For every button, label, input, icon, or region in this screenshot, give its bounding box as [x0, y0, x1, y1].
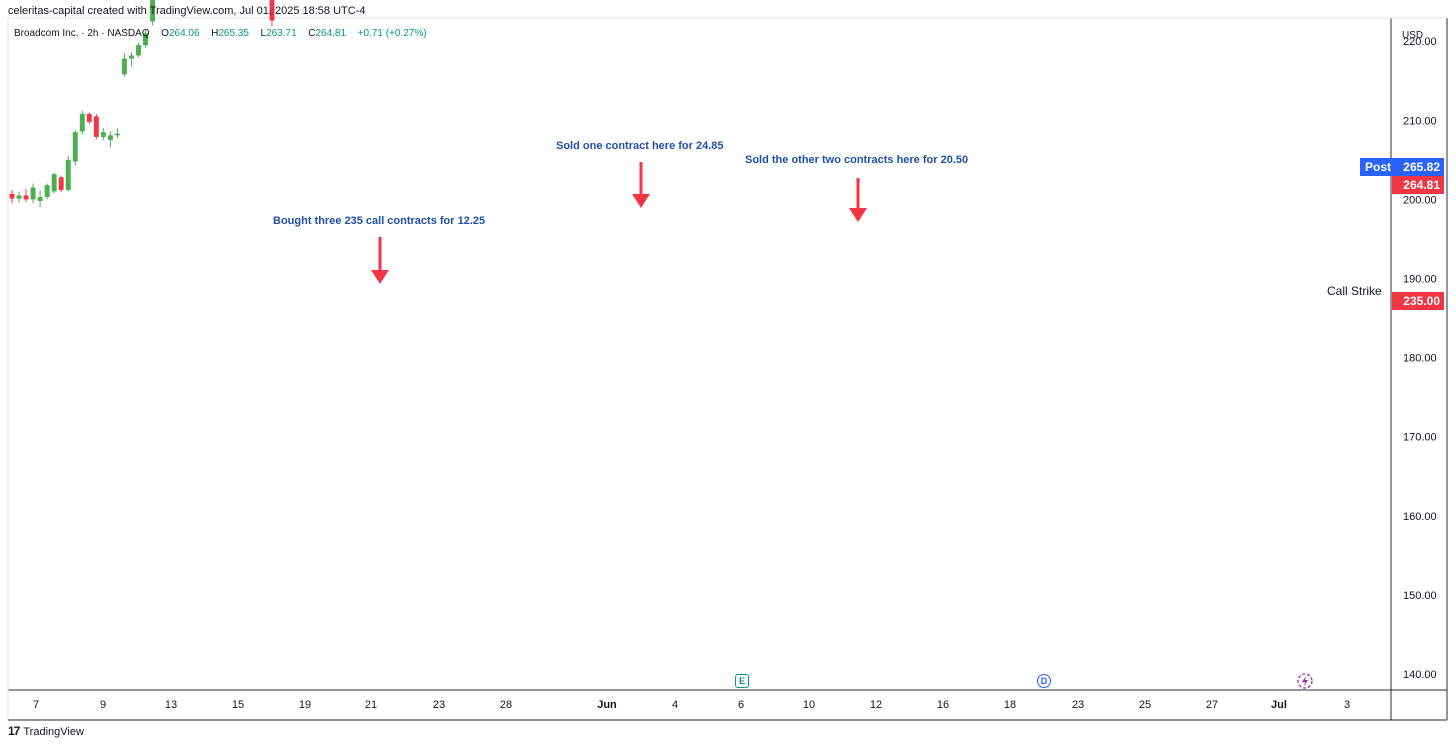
close-value: 264.81	[315, 28, 347, 39]
x-tick-label: 23	[1072, 699, 1084, 711]
strike-price-tag: 235.00	[1392, 292, 1444, 310]
y-tick-label: 160.00	[1403, 511, 1437, 523]
candle-body	[136, 45, 141, 56]
candle-body	[72, 132, 78, 162]
candle-body	[23, 195, 29, 200]
sell-one-arrow-head	[632, 194, 650, 208]
candle-body	[121, 58, 127, 75]
sell-two-arrow-head	[849, 208, 867, 222]
x-tick-label: Jun	[597, 699, 617, 711]
y-tick-label: 220.00	[1403, 36, 1437, 48]
y-tick-label: 190.00	[1403, 274, 1437, 286]
candle-body	[107, 135, 113, 141]
chart-attribution: celeritas-capital created with TradingVi…	[8, 5, 366, 17]
x-tick-label: Jul	[1271, 699, 1287, 711]
x-tick-label: 25	[1139, 699, 1151, 711]
symbol-legend: Broadcom Inc. · 2h · NASDAQ O264.06 H265…	[14, 28, 427, 39]
x-tick-label: 4	[672, 699, 678, 711]
candle-body	[65, 159, 71, 190]
tradingview-brand: TradingView	[23, 726, 84, 738]
y-tick-label: 140.00	[1403, 669, 1437, 681]
open-label: O	[161, 28, 169, 39]
low-label: L	[260, 28, 267, 39]
y-tick-label: 170.00	[1403, 432, 1437, 444]
post-label: Post	[1360, 158, 1397, 176]
candle-body	[150, 0, 156, 22]
split-event-icon[interactable]	[1296, 672, 1314, 690]
annotation-buy[interactable]: Bought three 235 call contracts for 12.2…	[273, 215, 486, 227]
earnings-event-icon[interactable]: E	[735, 674, 749, 688]
call-strike-label[interactable]: Call Strike	[1327, 284, 1382, 298]
x-tick-label: 19	[299, 699, 311, 711]
candle-body	[9, 193, 15, 199]
candle-body	[37, 197, 43, 201]
high-value: 265.35	[218, 28, 249, 39]
buy-arrow-head	[371, 270, 389, 284]
close-label: C	[308, 28, 316, 39]
y-tick-label: 180.00	[1403, 353, 1437, 365]
annotation-sell-two[interactable]: Sold the other two contracts here for 20…	[745, 154, 969, 166]
candle-body	[44, 185, 50, 198]
x-tick-label: 3	[1344, 699, 1350, 711]
candle-body	[51, 174, 57, 192]
x-tick-label: 10	[803, 699, 815, 711]
dividend-event-icon[interactable]: D	[1037, 674, 1051, 688]
x-tick-label: 16	[937, 699, 949, 711]
candle-body	[79, 113, 85, 132]
x-tick-label: 28	[500, 699, 512, 711]
last-price-tag: 264.81	[1392, 176, 1444, 194]
low-value: 263.71	[266, 28, 297, 39]
candle-body	[129, 55, 134, 59]
candle-body	[58, 177, 64, 190]
y-tick-label: 150.00	[1403, 590, 1437, 602]
post-price-tag: 265.82	[1392, 158, 1444, 176]
x-tick-label: 15	[232, 699, 244, 711]
x-tick-label: 21	[365, 699, 377, 711]
candle-body	[114, 133, 120, 136]
x-tick-label: 13	[165, 699, 177, 711]
x-tick-label: 18	[1004, 699, 1016, 711]
x-tick-label: 9	[100, 699, 106, 711]
candle-body	[143, 33, 148, 46]
change-value: +0.71 (+0.27%)	[357, 28, 427, 39]
tradingview-footer[interactable]: 17 TradingView	[8, 724, 84, 738]
annotation-sell-one[interactable]: Sold one contract here for 24.85	[556, 140, 724, 152]
y-tick-label: 200.00	[1403, 194, 1437, 206]
tradingview-logo-icon: 17	[8, 724, 20, 738]
x-tick-label: 6	[738, 699, 744, 711]
symbol-name[interactable]: Broadcom Inc. · 2h · NASDAQ	[14, 28, 150, 39]
candle-body	[30, 187, 36, 200]
currency-label[interactable]: USD	[1402, 30, 1424, 41]
candle-body	[86, 113, 92, 122]
x-tick-label: 23	[433, 699, 445, 711]
x-tick-label: 7	[33, 699, 39, 711]
open-value: 264.06	[168, 28, 200, 39]
x-tick-label: 27	[1206, 699, 1218, 711]
candle-body	[100, 132, 106, 137]
x-tick-label: 12	[870, 699, 882, 711]
candle-body	[93, 116, 99, 137]
candle-body	[16, 195, 22, 199]
y-tick-label: 210.00	[1403, 115, 1437, 127]
candle-body	[269, 0, 275, 21]
high-label: H	[211, 28, 219, 39]
